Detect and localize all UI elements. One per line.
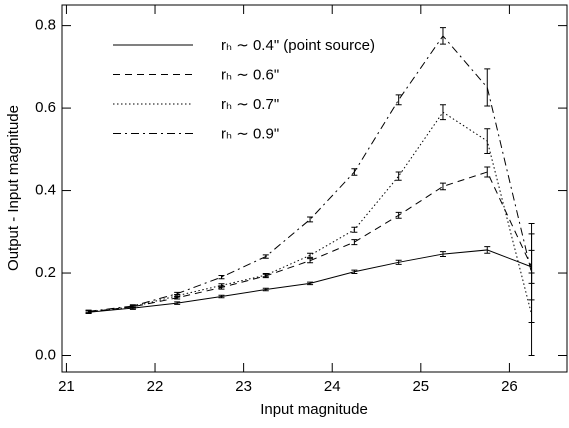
error-bar (439, 182, 446, 191)
x-tick-label: 22 (147, 378, 164, 395)
error-bar (351, 239, 358, 246)
x-tick-label: 25 (412, 378, 429, 395)
legend-label: rₕ ∼ 0.6" (221, 66, 279, 83)
y-tick-label: 0.4 (35, 182, 56, 199)
error-bar (484, 246, 491, 254)
legend-label: rₕ ∼ 0.4" (point source) (221, 37, 375, 54)
error-bar (262, 254, 269, 259)
x-tick-label: 23 (235, 378, 252, 395)
error-bar (129, 304, 136, 308)
legend-label: rₕ ∼ 0.7" (221, 96, 279, 113)
error-bar (439, 27, 446, 45)
error-bar (395, 94, 402, 106)
error-bar (439, 251, 446, 258)
y-tick-label: 0.8 (35, 17, 56, 34)
y-tick-label: 0.2 (35, 264, 56, 281)
error-bar (262, 287, 269, 292)
error-bar (307, 281, 314, 286)
error-bar (85, 309, 92, 314)
error-bar (484, 68, 491, 107)
legend-label: rₕ ∼ 0.9" (221, 125, 279, 142)
error-bar (174, 301, 181, 305)
plot-frame (61, 4, 568, 373)
error-bar (307, 252, 314, 258)
error-bar (351, 269, 358, 274)
error-bar (174, 291, 181, 296)
series-line (88, 171, 533, 313)
error-bar (484, 166, 491, 178)
y-tick-label: 0.6 (35, 99, 56, 116)
error-bar (218, 294, 225, 299)
x-axis-label: Input magnitude (260, 401, 368, 418)
error-bar (395, 211, 402, 219)
error-bar (528, 223, 535, 324)
error-bar (307, 258, 314, 264)
x-tick-label: 21 (58, 378, 75, 395)
error-bar (351, 168, 358, 176)
x-tick-label: 24 (324, 378, 341, 395)
error-bar (218, 283, 225, 288)
error-bar (395, 259, 402, 265)
error-bar (218, 275, 225, 280)
y-axis-label: Output - Input magnitude (5, 105, 22, 271)
y-tick-label: 0.0 (35, 346, 56, 363)
series-line (88, 35, 533, 312)
error-bar (262, 272, 269, 278)
error-bar (439, 104, 446, 121)
error-bar (484, 128, 491, 154)
x-tick-label: 26 (501, 378, 518, 395)
error-bar (307, 216, 314, 223)
error-bar (351, 226, 358, 233)
error-bar (395, 171, 402, 181)
